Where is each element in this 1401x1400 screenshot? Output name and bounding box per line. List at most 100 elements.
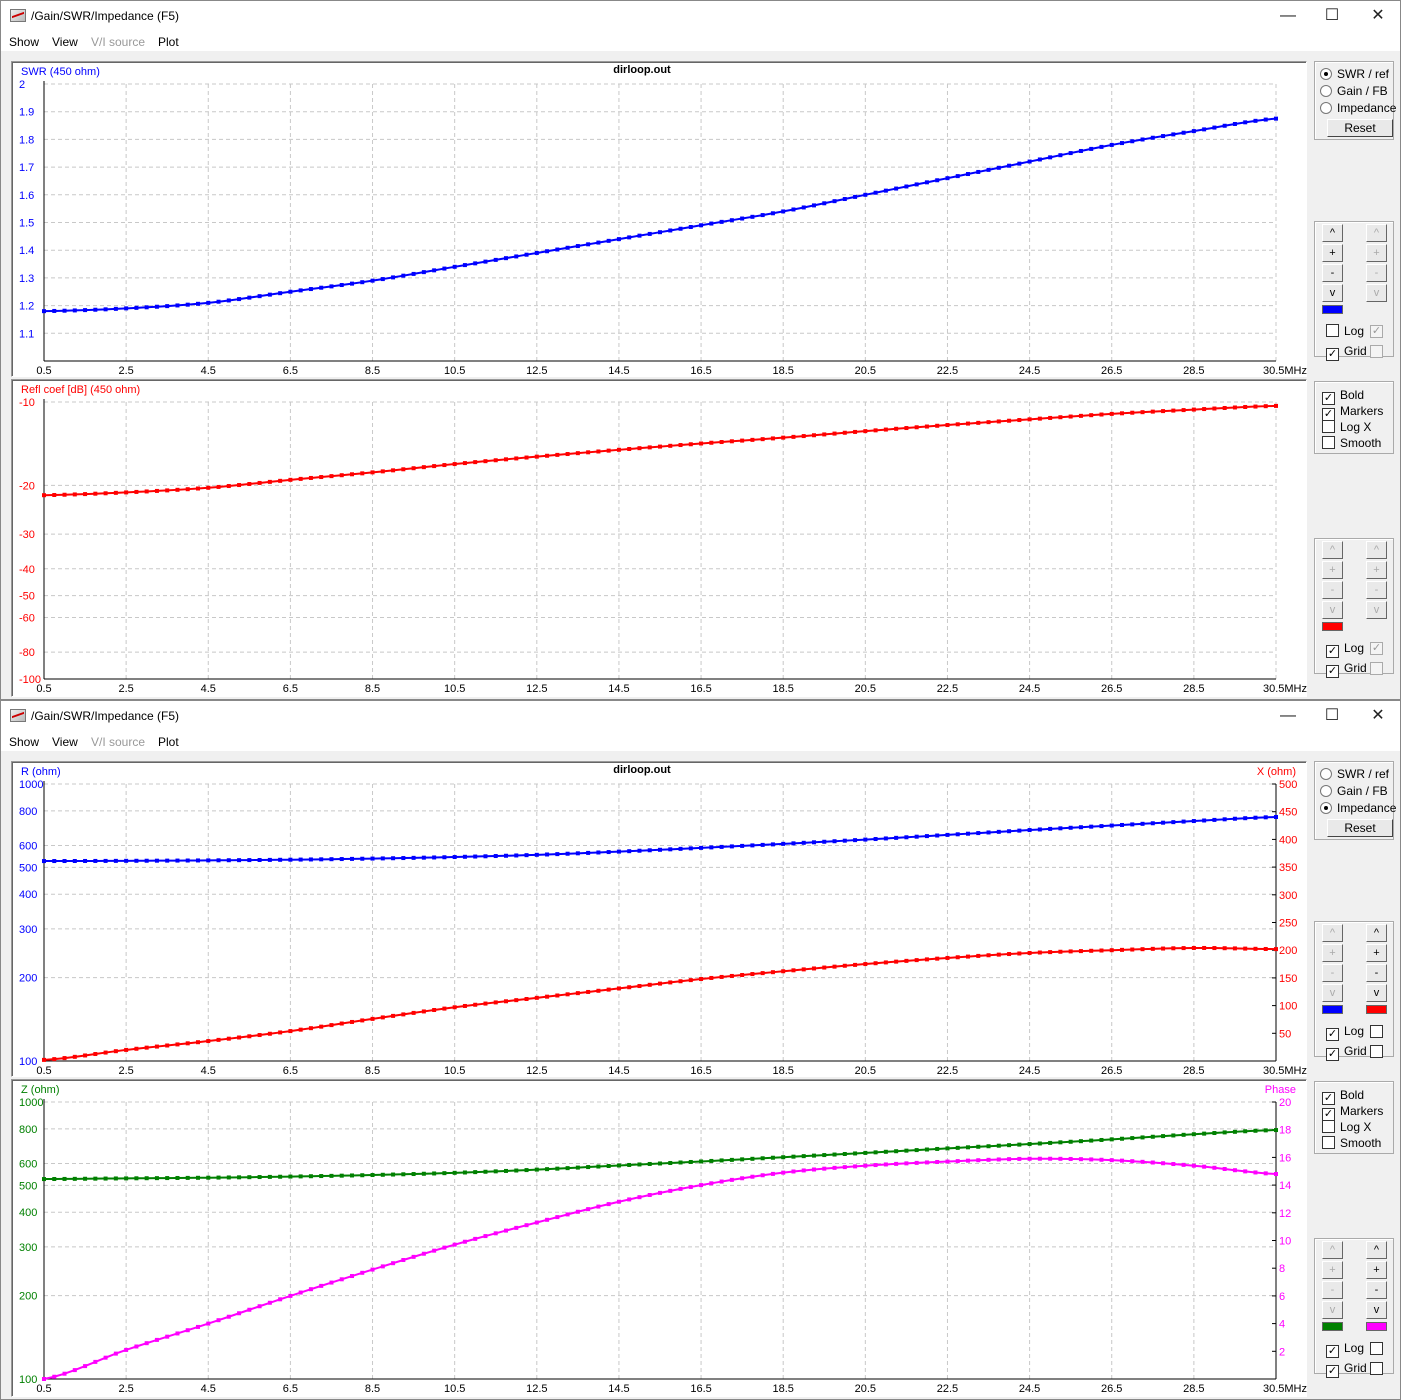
grid-checkbox-left[interactable]: ✓ Grid [1326, 1044, 1367, 1061]
grid-checkbox-left[interactable]: ✓ Grid [1326, 1361, 1367, 1378]
log-check-box[interactable] [1326, 324, 1339, 337]
right-axis-zoom-out-button[interactable]: - [1366, 581, 1387, 599]
maximize-button[interactable]: ☐ [1324, 707, 1340, 724]
menu-plot[interactable]: Plot [158, 35, 179, 49]
option-log-x[interactable]: Log X [1322, 420, 1371, 434]
option-log-x[interactable]: Log X [1322, 1120, 1371, 1134]
log-check-box[interactable]: ✓ [1326, 1345, 1339, 1358]
right-axis-zoom-out-button[interactable]: - [1366, 964, 1387, 982]
right-series-color-swatch[interactable] [1366, 1322, 1387, 1331]
radio-impedance[interactable]: Impedance [1320, 801, 1396, 815]
left-axis-down-button[interactable]: v [1322, 984, 1343, 1002]
radio-button[interactable] [1320, 102, 1332, 114]
grid-check-box[interactable]: ✓ [1326, 665, 1339, 678]
right-series-color-swatch[interactable] [1366, 1005, 1387, 1014]
grid-checkbox-right[interactable] [1370, 345, 1383, 358]
log-check-box[interactable]: ✓ [1326, 645, 1339, 658]
check-box[interactable]: ✓ [1322, 392, 1335, 405]
check-box[interactable] [1322, 1136, 1335, 1149]
grid-checkbox-right[interactable] [1370, 662, 1383, 675]
left-axis-down-button[interactable]: v [1322, 601, 1343, 619]
check-box[interactable] [1322, 420, 1335, 433]
radio-swrref[interactable]: SWR / ref [1320, 67, 1389, 81]
left-axis-zoom-out-button[interactable]: - [1322, 581, 1343, 599]
grid-checkbox-right[interactable] [1370, 1362, 1383, 1375]
right-axis-up-button[interactable]: ^ [1366, 541, 1387, 559]
left-series-color-swatch[interactable] [1322, 1322, 1343, 1331]
right-axis-zoom-out-button[interactable]: - [1366, 264, 1387, 282]
close-button[interactable]: ✕ [1371, 707, 1385, 724]
log-check-box[interactable]: ✓ [1326, 1028, 1339, 1041]
radio-impedance[interactable]: Impedance [1320, 101, 1396, 115]
right-axis-up-button[interactable]: ^ [1366, 924, 1387, 942]
left-axis-up-button[interactable]: ^ [1322, 541, 1343, 559]
option-markers[interactable]: ✓ Markers [1322, 404, 1383, 421]
right-axis-up-button[interactable]: ^ [1366, 224, 1387, 242]
radio-button[interactable] [1320, 802, 1332, 814]
log-checkbox-right[interactable]: ✓ [1370, 642, 1383, 655]
radio-button[interactable] [1320, 785, 1332, 797]
log-checkbox-left[interactable]: Log [1326, 324, 1364, 338]
check-box[interactable]: ✓ [1322, 408, 1335, 421]
check-box[interactable] [1322, 1120, 1335, 1133]
right-axis-zoom-in-button[interactable]: + [1366, 1261, 1387, 1279]
reset-button[interactable]: Reset [1327, 119, 1393, 137]
minimize-button[interactable]: — [1280, 707, 1296, 724]
menu-plot[interactable]: Plot [158, 735, 179, 749]
radio-gainfb[interactable]: Gain / FB [1320, 784, 1388, 798]
menu-visource[interactable]: V/I source [91, 735, 146, 749]
menu-show[interactable]: Show [9, 735, 40, 749]
close-button[interactable]: ✕ [1371, 7, 1385, 24]
grid-check-box[interactable]: ✓ [1326, 1048, 1339, 1061]
left-axis-down-button[interactable]: v [1322, 284, 1343, 302]
option-smooth[interactable]: Smooth [1322, 1136, 1381, 1150]
radio-swrref[interactable]: SWR / ref [1320, 767, 1389, 781]
maximize-button[interactable]: ☐ [1324, 7, 1340, 24]
grid-checkbox-left[interactable]: ✓ Grid [1326, 344, 1367, 361]
left-axis-zoom-out-button[interactable]: - [1322, 264, 1343, 282]
check-box[interactable] [1322, 436, 1335, 449]
left-axis-zoom-out-button[interactable]: - [1322, 964, 1343, 982]
log-checkbox-right[interactable] [1370, 1025, 1383, 1038]
grid-checkbox-right[interactable] [1370, 1045, 1383, 1058]
right-axis-down-button[interactable]: v [1366, 284, 1387, 302]
grid-checkbox-left[interactable]: ✓ Grid [1326, 661, 1367, 678]
right-axis-up-button[interactable]: ^ [1366, 1241, 1387, 1259]
left-series-color-swatch[interactable] [1322, 622, 1343, 631]
menu-show[interactable]: Show [9, 35, 40, 49]
right-axis-zoom-in-button[interactable]: + [1366, 944, 1387, 962]
left-axis-zoom-in-button[interactable]: + [1322, 944, 1343, 962]
log-checkbox-left[interactable]: ✓ Log [1326, 641, 1364, 658]
log-checkbox-left[interactable]: ✓ Log [1326, 1341, 1364, 1358]
log-checkbox-right[interactable]: ✓ [1370, 325, 1383, 338]
menu-view[interactable]: View [52, 35, 78, 49]
reset-button[interactable]: Reset [1327, 819, 1393, 837]
right-axis-zoom-in-button[interactable]: + [1366, 561, 1387, 579]
menu-view[interactable]: View [52, 735, 78, 749]
log-checkbox-right[interactable] [1370, 1342, 1383, 1355]
left-axis-zoom-in-button[interactable]: + [1322, 1261, 1343, 1279]
left-series-color-swatch[interactable] [1322, 1005, 1343, 1014]
minimize-button[interactable]: — [1280, 7, 1296, 24]
radio-button[interactable] [1320, 85, 1332, 97]
left-axis-down-button[interactable]: v [1322, 1301, 1343, 1319]
option-bold[interactable]: ✓ Bold [1322, 1088, 1364, 1105]
left-axis-zoom-in-button[interactable]: + [1322, 561, 1343, 579]
left-series-color-swatch[interactable] [1322, 305, 1343, 314]
grid-check-box[interactable]: ✓ [1326, 1365, 1339, 1378]
radio-gainfb[interactable]: Gain / FB [1320, 84, 1388, 98]
left-axis-up-button[interactable]: ^ [1322, 224, 1343, 242]
left-axis-zoom-out-button[interactable]: - [1322, 1281, 1343, 1299]
option-markers[interactable]: ✓ Markers [1322, 1104, 1383, 1121]
option-smooth[interactable]: Smooth [1322, 436, 1381, 450]
left-axis-up-button[interactable]: ^ [1322, 1241, 1343, 1259]
left-axis-up-button[interactable]: ^ [1322, 924, 1343, 942]
grid-check-box[interactable]: ✓ [1326, 348, 1339, 361]
menu-visource[interactable]: V/I source [91, 35, 146, 49]
check-box[interactable]: ✓ [1322, 1092, 1335, 1105]
log-checkbox-left[interactable]: ✓ Log [1326, 1024, 1364, 1041]
radio-button[interactable] [1320, 68, 1332, 80]
right-axis-zoom-out-button[interactable]: - [1366, 1281, 1387, 1299]
right-axis-zoom-in-button[interactable]: + [1366, 244, 1387, 262]
left-axis-zoom-in-button[interactable]: + [1322, 244, 1343, 262]
